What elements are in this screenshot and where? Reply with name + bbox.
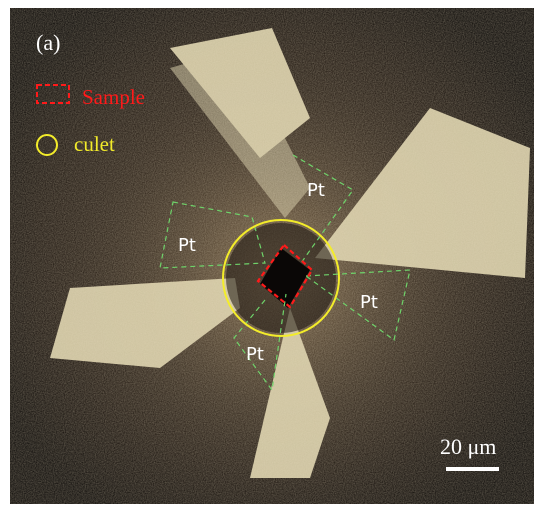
pt-label-top: Pt xyxy=(307,180,325,201)
pt-label-right: Pt xyxy=(360,292,378,313)
guide-left xyxy=(159,201,266,269)
scale-bar-label: 20 μm xyxy=(440,434,497,459)
sample-outline xyxy=(256,243,314,309)
micrograph xyxy=(10,8,534,504)
guide-top xyxy=(292,154,354,264)
dashed-rectangle-icon xyxy=(36,84,70,104)
guide-bottom xyxy=(233,293,287,392)
circle-icon xyxy=(36,134,58,156)
scale-bar xyxy=(446,467,499,471)
legend-culet-label: culet xyxy=(74,132,115,156)
panel-label: (a) xyxy=(36,30,61,55)
legend-sample-label: Sample xyxy=(82,85,145,109)
micrograph-frame xyxy=(10,8,534,504)
pt-label-left: Pt xyxy=(178,235,196,256)
electrode-guides xyxy=(159,154,411,392)
culet-circle xyxy=(222,219,340,337)
pt-label-bottom: Pt xyxy=(246,344,264,365)
sample-body xyxy=(260,248,310,308)
